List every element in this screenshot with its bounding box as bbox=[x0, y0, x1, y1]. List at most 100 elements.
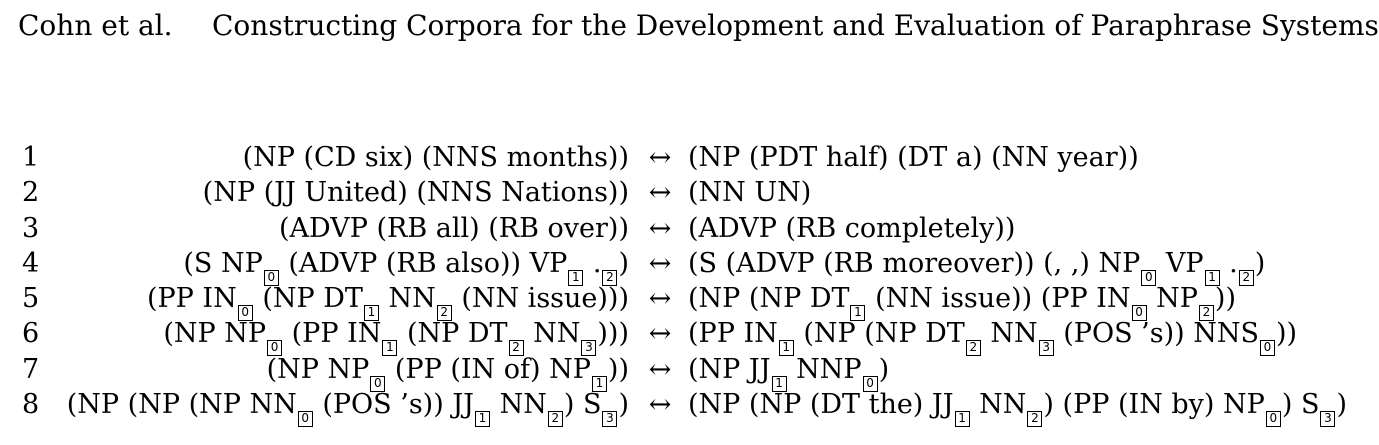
rule-text: VP bbox=[1157, 247, 1204, 279]
header-title: Constructing Corpora for the Development… bbox=[212, 9, 1379, 42]
rule-text: (NP (JJ United) (NNS Nations)) bbox=[202, 177, 629, 209]
rule-text: (NP JJ bbox=[688, 353, 771, 385]
rule-lhs: (S NP 0 (ADVP (RB also)) VP 1 . 2) bbox=[183, 246, 629, 286]
rule-text: (S NP bbox=[183, 247, 263, 279]
bidirectional-arrow: ↔ bbox=[648, 283, 672, 315]
rule-text: (NN issue))) bbox=[452, 283, 629, 315]
bidirectional-arrow: ↔ bbox=[648, 212, 672, 244]
coindex-box: 0 bbox=[1131, 305, 1147, 322]
rule-text: (NP NP bbox=[266, 353, 370, 385]
rule-rhs: (PP IN 1 (NP (NP DT 2 NN 3 (POS ’s)) NNS 0)) bbox=[688, 316, 1297, 357]
bidirectional-arrow: ↔ bbox=[648, 318, 672, 350]
rule-lhs: (NP NP 0 (PP (IN of) NP 1)) bbox=[267, 352, 629, 392]
coindex-box: 1 bbox=[1204, 269, 1220, 286]
rule-row: 6 (NP NP 0 (PP IN 1 (NP DT 2 NN 3))) ↔ (PP IN 1 … bbox=[0, 316, 1379, 357]
rule-text: (NP NP bbox=[163, 318, 267, 350]
rule-text: NN bbox=[379, 283, 436, 315]
bidirectional-arrow: ↔ bbox=[648, 142, 672, 173]
rule-text: NN bbox=[490, 389, 547, 421]
rule-text: (NP (CD six) (NNS months)) bbox=[242, 142, 629, 173]
rule-text: (PP IN bbox=[283, 318, 382, 350]
rule-text: (PP IN bbox=[688, 318, 778, 350]
rule-text: (S (ADVP (RB moreover)) (, ,) NP bbox=[688, 247, 1141, 279]
rule-text: NNP bbox=[787, 353, 862, 385]
rule-number: 7 bbox=[22, 353, 40, 385]
coindex-box: 1 bbox=[382, 340, 398, 357]
coindex-box: 0 bbox=[267, 340, 283, 357]
coindex-box: 2 bbox=[965, 340, 981, 357]
rule-text: ) S bbox=[563, 389, 602, 421]
rule-text: (NP DT bbox=[253, 283, 363, 315]
rule-rhs: (S (ADVP (RB moreover)) (, ,) NP 0 VP 1 .2… bbox=[688, 246, 1265, 286]
rule-row: 2 (NP (JJ United) (NNS Nations)) ↔ (NN UN) bbox=[0, 175, 1379, 210]
rule-row: 1 (NP (CD six) (NNS months)) ↔ (NP (PDT hal… bbox=[0, 140, 1379, 175]
bidirectional-arrow: ↔ bbox=[648, 353, 672, 385]
rule-text: ) bbox=[618, 247, 629, 279]
rule-rhs: (NP (NP DT 1 (NN issue)) (PP IN 0 NP 2)) bbox=[688, 281, 1236, 322]
coindex-box: 3 bbox=[581, 340, 597, 357]
coindex-box: 1 bbox=[568, 269, 584, 286]
rule-number: 1 bbox=[22, 142, 40, 173]
rule-text: ) bbox=[1336, 389, 1348, 421]
rule-text: ) bbox=[878, 353, 890, 385]
rule-number: 6 bbox=[22, 318, 40, 350]
rule-number: 5 bbox=[22, 283, 40, 315]
rule-lhs: (PP IN 0 (NP DT 1 NN 2 (NN issue))) bbox=[146, 281, 629, 322]
coindex-box: 2 bbox=[1027, 411, 1043, 428]
bidirectional-arrow: ↔ bbox=[648, 247, 672, 279]
coindex-box: 2 bbox=[1198, 305, 1214, 322]
rule-number: 8 bbox=[22, 389, 40, 421]
coindex-box: 0 bbox=[237, 305, 253, 322]
coindex-box: 1 bbox=[363, 305, 379, 322]
coindex-box: 1 bbox=[954, 411, 970, 428]
rule-rhs: (ADVP (RB completely)) bbox=[688, 211, 1015, 246]
rule-row: 7 (NP NP 0 (PP (IN of) NP 1)) ↔ (NP JJ 1 NNP 0) bbox=[0, 352, 1379, 392]
rule-number: 4 bbox=[22, 247, 40, 279]
rule-text: (ADVP (RB all) (RB over)) bbox=[279, 212, 629, 244]
rule-text: )) bbox=[607, 353, 629, 385]
rule-lhs: (NP (NP (NP NN 0 (POS ’s)) JJ 1 NN 2) S 3) bbox=[66, 387, 629, 428]
rule-text: NN bbox=[970, 389, 1027, 421]
rule-text: NN bbox=[981, 318, 1038, 350]
running-header: Cohn et al. Constructing Corpora for the… bbox=[18, 6, 1379, 46]
coindex-box: 1 bbox=[474, 411, 490, 428]
coindex-box: 0 bbox=[1260, 340, 1275, 357]
bidirectional-arrow: ↔ bbox=[648, 177, 672, 209]
rule-text: NP bbox=[1147, 283, 1198, 315]
coindex-box: 3 bbox=[1320, 411, 1336, 428]
coindex-box: 1 bbox=[850, 305, 866, 322]
rule-text: (NP (NP (NP NN bbox=[66, 389, 297, 421]
rule-text: )) bbox=[1214, 283, 1236, 315]
coindex-box: 2 bbox=[547, 411, 563, 428]
rule-text: ) S bbox=[1281, 389, 1320, 421]
rule-rhs: (NN UN) bbox=[688, 175, 811, 210]
rule-text: ) bbox=[618, 389, 629, 421]
rule-lhs: (ADVP (RB all) (RB over)) bbox=[279, 211, 629, 246]
rule-text: ) bbox=[1254, 247, 1266, 279]
rule-text: (POS ’s)) JJ bbox=[313, 389, 474, 421]
rule-text: (NP (NP DT bbox=[794, 318, 965, 350]
rule-number: 3 bbox=[22, 212, 40, 244]
coindex-box: 3 bbox=[1038, 340, 1054, 357]
rule-text: . bbox=[1220, 247, 1238, 279]
rule-row: 5 (PP IN 0 (NP DT 1 NN 2 (NN issue))) ↔ (NP (N… bbox=[0, 281, 1379, 322]
rule-text: (NP (NP DT bbox=[688, 283, 850, 315]
rule-text: (PP (IN of) NP bbox=[386, 353, 591, 385]
rule-row: 8 (NP (NP (NP NN 0 (POS ’s)) JJ 1 NN 2) S 3) ↔… bbox=[0, 387, 1379, 428]
rule-text: (ADVP (RB completely)) bbox=[688, 212, 1016, 244]
coindex-box: 2 bbox=[1238, 269, 1254, 286]
coindex-box: 1 bbox=[778, 340, 794, 357]
rule-text: ) (PP (IN by) NP bbox=[1043, 389, 1265, 421]
rule-text: . bbox=[584, 247, 602, 279]
rule-text: NN bbox=[524, 318, 581, 350]
header-author: Cohn et al. bbox=[18, 9, 173, 42]
rule-rhs: (NP JJ 1 NNP 0) bbox=[688, 352, 889, 392]
coindex-box: 0 bbox=[297, 411, 313, 428]
coindex-box: 0 bbox=[862, 375, 878, 392]
rule-row: 4 (S NP 0 (ADVP (RB also)) VP 1 . 2) ↔ (S (ADV… bbox=[0, 246, 1379, 286]
rule-text: (NP (NP (DT the) JJ bbox=[688, 389, 954, 421]
rule-number: 2 bbox=[22, 177, 40, 209]
rule-text: (PP IN bbox=[146, 283, 237, 315]
rule-lhs: (NP (JJ United) (NNS Nations)) bbox=[203, 175, 629, 210]
coindex-box: 0 bbox=[1265, 411, 1281, 428]
